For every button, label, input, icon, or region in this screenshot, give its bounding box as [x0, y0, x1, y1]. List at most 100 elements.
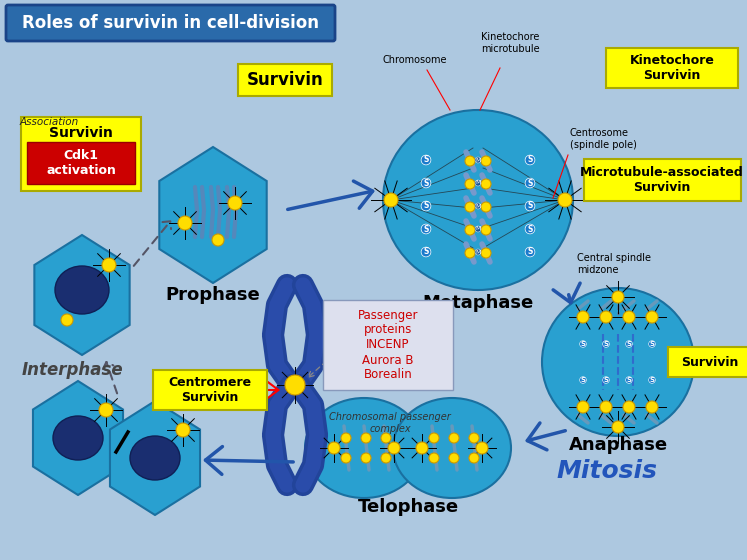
Circle shape	[481, 248, 491, 258]
Circle shape	[212, 234, 224, 246]
Text: S: S	[627, 341, 631, 347]
Circle shape	[388, 442, 400, 454]
Circle shape	[384, 193, 398, 207]
FancyBboxPatch shape	[238, 64, 332, 96]
FancyBboxPatch shape	[21, 117, 141, 191]
Circle shape	[465, 248, 475, 258]
Ellipse shape	[383, 110, 573, 290]
Text: S: S	[580, 341, 586, 347]
Circle shape	[577, 311, 589, 323]
Circle shape	[612, 291, 624, 303]
Text: S: S	[424, 179, 429, 188]
Text: S: S	[527, 248, 533, 256]
Ellipse shape	[542, 288, 694, 436]
Circle shape	[558, 193, 572, 207]
Ellipse shape	[55, 266, 109, 314]
Ellipse shape	[53, 416, 103, 460]
FancyBboxPatch shape	[323, 300, 453, 390]
Circle shape	[646, 311, 658, 323]
Circle shape	[99, 403, 113, 417]
Circle shape	[341, 433, 351, 443]
Text: Association: Association	[20, 117, 79, 127]
Text: S: S	[424, 156, 429, 165]
FancyBboxPatch shape	[606, 48, 738, 88]
Polygon shape	[34, 235, 130, 355]
Text: S: S	[527, 179, 533, 188]
Circle shape	[285, 375, 305, 395]
Circle shape	[481, 179, 491, 189]
Polygon shape	[159, 147, 267, 283]
Text: S: S	[649, 341, 654, 347]
Circle shape	[465, 179, 475, 189]
Circle shape	[429, 453, 439, 463]
Text: M: M	[475, 203, 480, 208]
Circle shape	[416, 442, 428, 454]
Text: S: S	[424, 248, 429, 256]
Text: S: S	[527, 225, 533, 234]
Circle shape	[646, 401, 658, 413]
Circle shape	[381, 453, 391, 463]
FancyBboxPatch shape	[153, 370, 267, 410]
FancyBboxPatch shape	[6, 5, 335, 41]
Text: S: S	[424, 202, 429, 211]
Circle shape	[481, 202, 491, 212]
Circle shape	[469, 433, 479, 443]
Text: Passenger
proteins
INCENP
Aurora B
Borealin: Passenger proteins INCENP Aurora B Borea…	[358, 309, 418, 381]
Text: S: S	[527, 202, 533, 211]
Circle shape	[600, 401, 612, 413]
Text: Chromosomal passenger
complex: Chromosomal passenger complex	[329, 412, 451, 434]
Circle shape	[176, 423, 190, 437]
Polygon shape	[33, 381, 123, 495]
FancyBboxPatch shape	[668, 347, 747, 377]
Text: Telophase: Telophase	[357, 498, 459, 516]
Circle shape	[361, 433, 371, 443]
Circle shape	[623, 311, 635, 323]
Text: Survivin: Survivin	[49, 126, 113, 140]
Circle shape	[381, 433, 391, 443]
FancyBboxPatch shape	[27, 142, 135, 184]
Circle shape	[476, 442, 488, 454]
Polygon shape	[110, 401, 200, 515]
Circle shape	[361, 453, 371, 463]
Text: Centromere
Survivin: Centromere Survivin	[168, 376, 252, 404]
Text: M: M	[475, 180, 480, 185]
Text: S: S	[604, 377, 609, 383]
Text: Cdk1
activation: Cdk1 activation	[46, 149, 116, 177]
Ellipse shape	[393, 398, 511, 498]
Circle shape	[465, 225, 475, 235]
Circle shape	[341, 453, 351, 463]
Text: Prophase: Prophase	[166, 286, 261, 304]
Ellipse shape	[130, 436, 180, 480]
Text: Survivin: Survivin	[681, 356, 739, 368]
FancyBboxPatch shape	[583, 159, 740, 201]
Circle shape	[178, 216, 192, 230]
Circle shape	[102, 258, 116, 272]
Text: S: S	[527, 156, 533, 165]
Text: M: M	[475, 250, 480, 254]
Text: Metaphase: Metaphase	[422, 294, 533, 312]
Text: Kinetochore
Survivin: Kinetochore Survivin	[630, 54, 714, 82]
Circle shape	[481, 156, 491, 166]
Circle shape	[449, 433, 459, 443]
Circle shape	[429, 433, 439, 443]
Text: Central spindle
midzone: Central spindle midzone	[577, 253, 651, 275]
Text: S: S	[649, 377, 654, 383]
Text: M: M	[475, 157, 480, 162]
Circle shape	[600, 311, 612, 323]
Text: Microtubule-associated
Survivin: Microtubule-associated Survivin	[580, 166, 744, 194]
Text: S: S	[424, 225, 429, 234]
Circle shape	[328, 442, 340, 454]
Circle shape	[469, 453, 479, 463]
Text: M: M	[475, 226, 480, 231]
Circle shape	[61, 314, 73, 326]
Text: Kinetochore
microtubule: Kinetochore microtubule	[480, 32, 539, 54]
Text: S: S	[604, 341, 609, 347]
Circle shape	[449, 453, 459, 463]
Circle shape	[577, 401, 589, 413]
Text: Chromosome: Chromosome	[382, 55, 447, 65]
Text: Survivin: Survivin	[247, 71, 323, 89]
Text: Anaphase: Anaphase	[568, 436, 668, 454]
Circle shape	[228, 196, 242, 210]
Circle shape	[612, 421, 624, 433]
Circle shape	[481, 225, 491, 235]
